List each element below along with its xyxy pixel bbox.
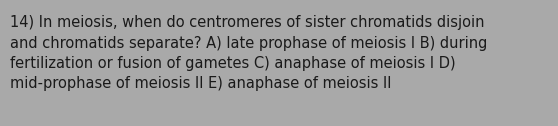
Text: 14) In meiosis, when do centromeres of sister chromatids disjoin
and chromatids : 14) In meiosis, when do centromeres of s… [10, 15, 488, 91]
